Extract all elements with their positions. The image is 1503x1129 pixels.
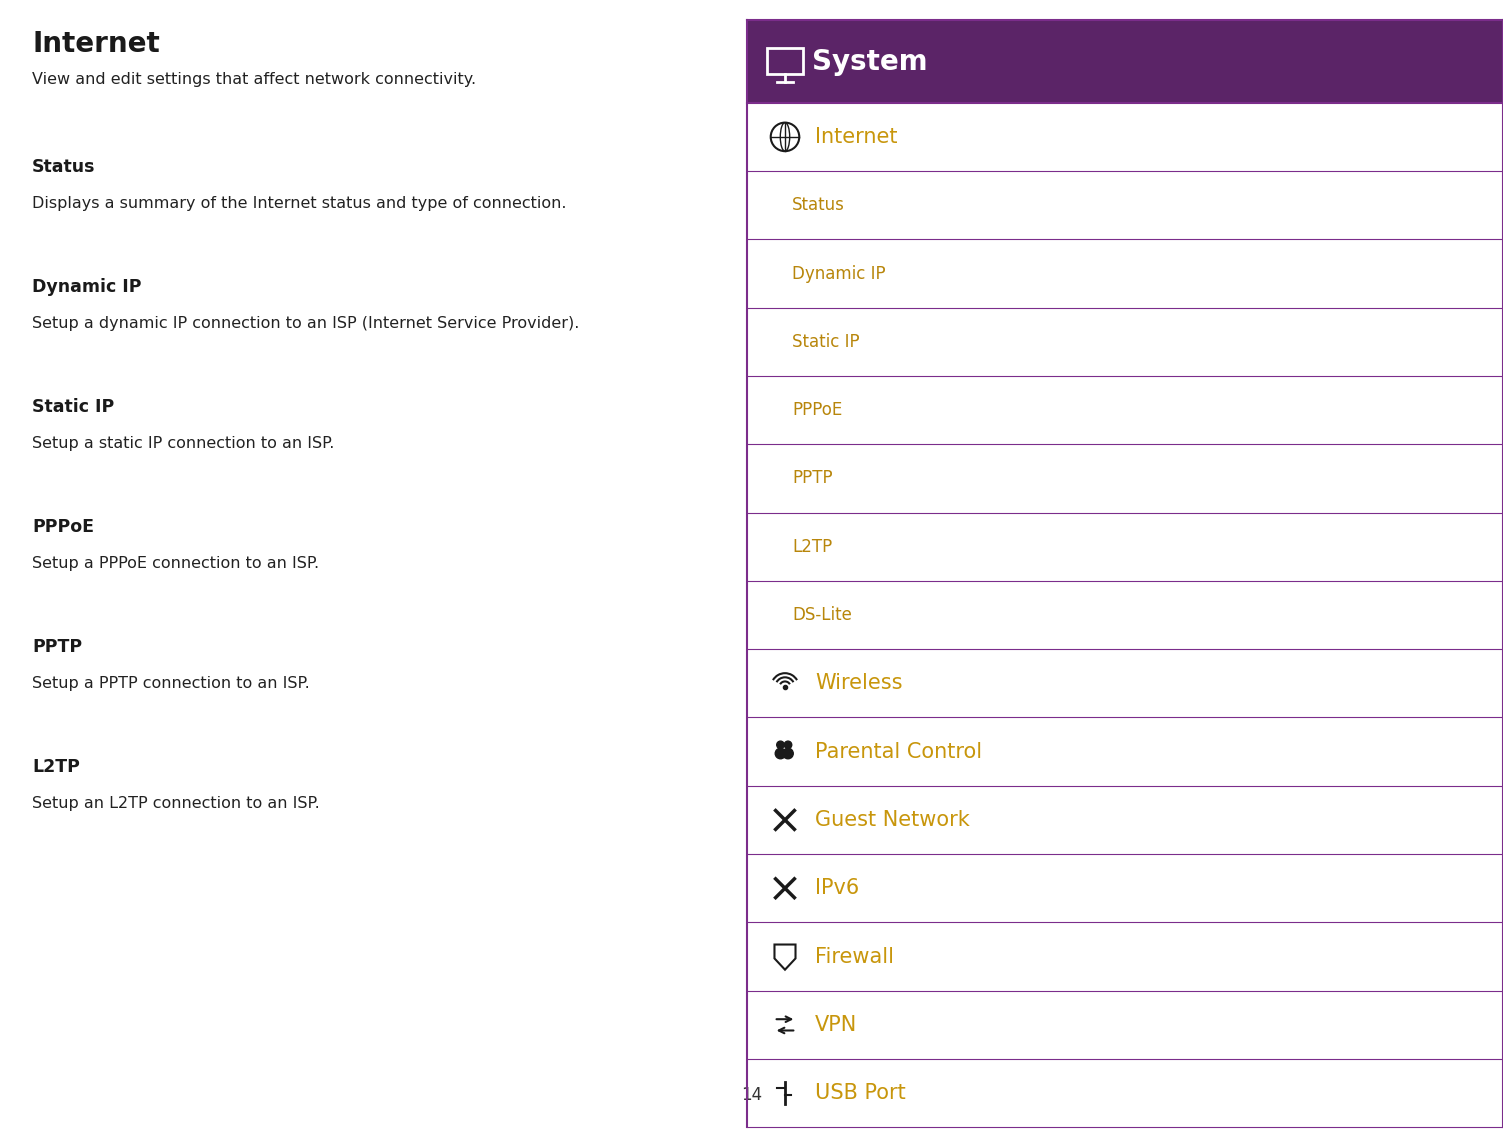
Bar — [747, 513, 1503, 581]
Circle shape — [783, 749, 794, 759]
Circle shape — [777, 741, 785, 749]
Text: PPTP: PPTP — [792, 470, 833, 488]
Bar — [747, 376, 1503, 445]
Text: Internet: Internet — [815, 126, 897, 147]
Text: Dynamic IP: Dynamic IP — [32, 278, 141, 296]
Text: Setup a static IP connection to an ISP.: Setup a static IP connection to an ISP. — [32, 436, 334, 450]
Text: PPTP: PPTP — [32, 638, 83, 656]
Bar — [747, 991, 1503, 1059]
Bar — [747, 922, 1503, 991]
Text: View and edit settings that affect network connectivity.: View and edit settings that affect netwo… — [32, 72, 476, 87]
Bar — [747, 786, 1503, 854]
Circle shape — [785, 741, 792, 749]
Circle shape — [776, 749, 786, 759]
Text: Status: Status — [792, 196, 845, 215]
Text: Status: Status — [32, 158, 96, 176]
Text: PPPoE: PPPoE — [32, 518, 95, 536]
Text: 14: 14 — [741, 1086, 762, 1104]
Text: USB Port: USB Port — [815, 1083, 906, 1103]
Text: L2TP: L2TP — [792, 537, 833, 555]
Bar — [747, 1059, 1503, 1127]
Text: Setup a PPTP connection to an ISP.: Setup a PPTP connection to an ISP. — [32, 676, 310, 691]
Text: IPv6: IPv6 — [815, 878, 860, 899]
Text: PPPoE: PPPoE — [792, 401, 842, 419]
Text: Setup an L2TP connection to an ISP.: Setup an L2TP connection to an ISP. — [32, 796, 320, 811]
Text: VPN: VPN — [815, 1015, 857, 1035]
Text: Static IP: Static IP — [32, 399, 114, 415]
Text: Internet: Internet — [32, 30, 159, 58]
Text: L2TP: L2TP — [32, 758, 80, 776]
Text: Guest Network: Guest Network — [815, 809, 969, 830]
Bar — [747, 445, 1503, 513]
Text: Dynamic IP: Dynamic IP — [792, 264, 885, 282]
Bar — [747, 581, 1503, 649]
Text: Setup a PPPoE connection to an ISP.: Setup a PPPoE connection to an ISP. — [32, 555, 319, 571]
Bar — [747, 172, 1503, 239]
Text: Displays a summary of the Internet status and type of connection.: Displays a summary of the Internet statu… — [32, 196, 567, 211]
Bar — [747, 239, 1503, 308]
Text: Static IP: Static IP — [792, 333, 860, 351]
Text: Setup a dynamic IP connection to an ISP (Internet Service Provider).: Setup a dynamic IP connection to an ISP … — [32, 316, 579, 331]
Bar — [747, 103, 1503, 172]
Text: Firewall: Firewall — [815, 946, 894, 966]
Text: Parental Control: Parental Control — [815, 742, 981, 762]
Bar — [747, 718, 1503, 786]
Text: DS-Lite: DS-Lite — [792, 606, 852, 624]
Bar — [767, 47, 803, 73]
Text: Wireless: Wireless — [815, 673, 902, 693]
Bar — [747, 20, 1503, 103]
Bar — [747, 308, 1503, 376]
Bar — [747, 649, 1503, 718]
Bar — [747, 855, 1503, 922]
Text: System: System — [812, 47, 927, 76]
